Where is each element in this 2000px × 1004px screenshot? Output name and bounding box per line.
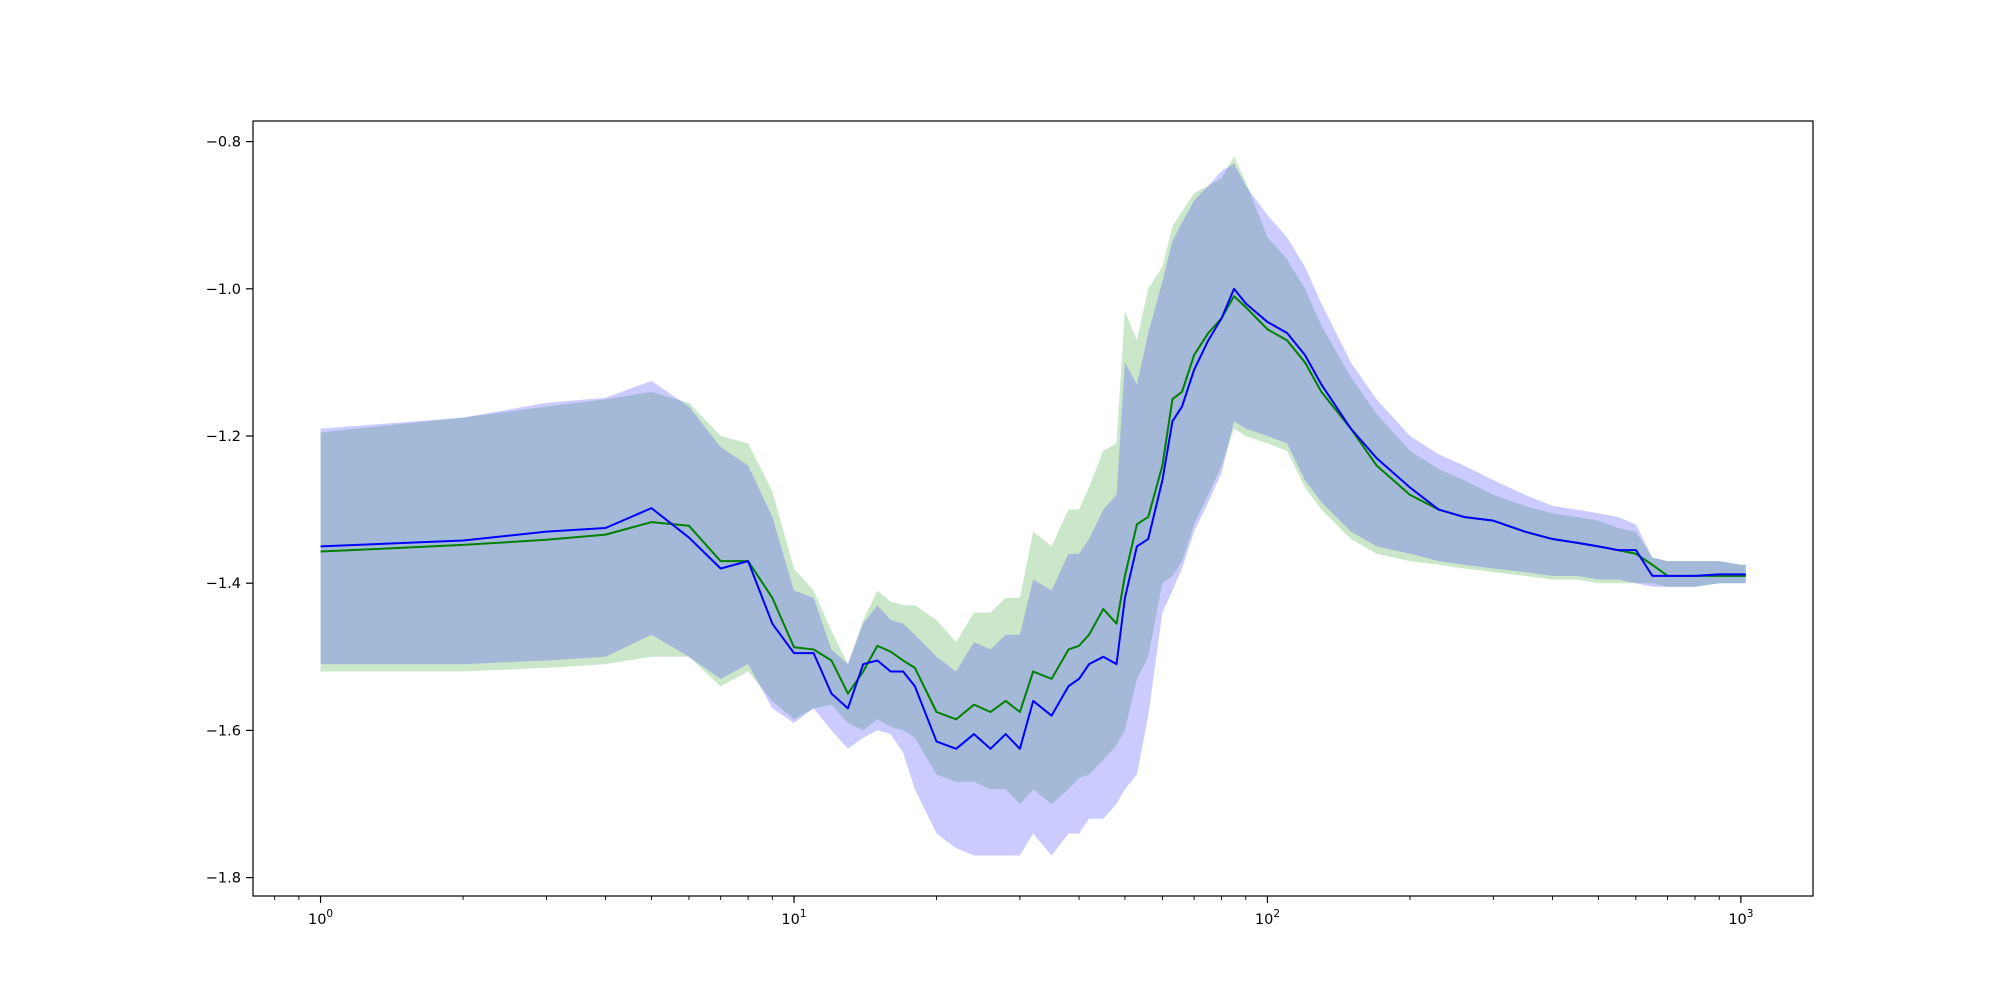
band-green bbox=[320, 156, 1746, 804]
y-tick-label: −1.4 bbox=[206, 576, 241, 592]
y-tick-label: −1.6 bbox=[206, 723, 241, 739]
series-line-blue bbox=[320, 287, 1746, 750]
x-axis: 100 101 102 103 bbox=[274, 896, 1753, 928]
y-axis: −1.8 −1.6 −1.4 −1.2 −1.0 −0.8 bbox=[206, 135, 253, 887]
x-tick-label: 100 bbox=[308, 908, 333, 928]
confidence-bands bbox=[320, 156, 1746, 856]
y-tick-label: −1.8 bbox=[206, 871, 241, 887]
y-tick-label: −1.2 bbox=[206, 429, 241, 445]
x-tick-label: 102 bbox=[1255, 908, 1280, 928]
plot-frame bbox=[252, 120, 1814, 897]
x-tick-label: 103 bbox=[1728, 908, 1753, 928]
x-tick-label: 101 bbox=[781, 908, 806, 928]
y-tick-label: −0.8 bbox=[206, 135, 241, 151]
y-tick-label: −1.0 bbox=[206, 282, 241, 298]
series-lines bbox=[320, 287, 1746, 750]
band-blue bbox=[320, 163, 1746, 856]
